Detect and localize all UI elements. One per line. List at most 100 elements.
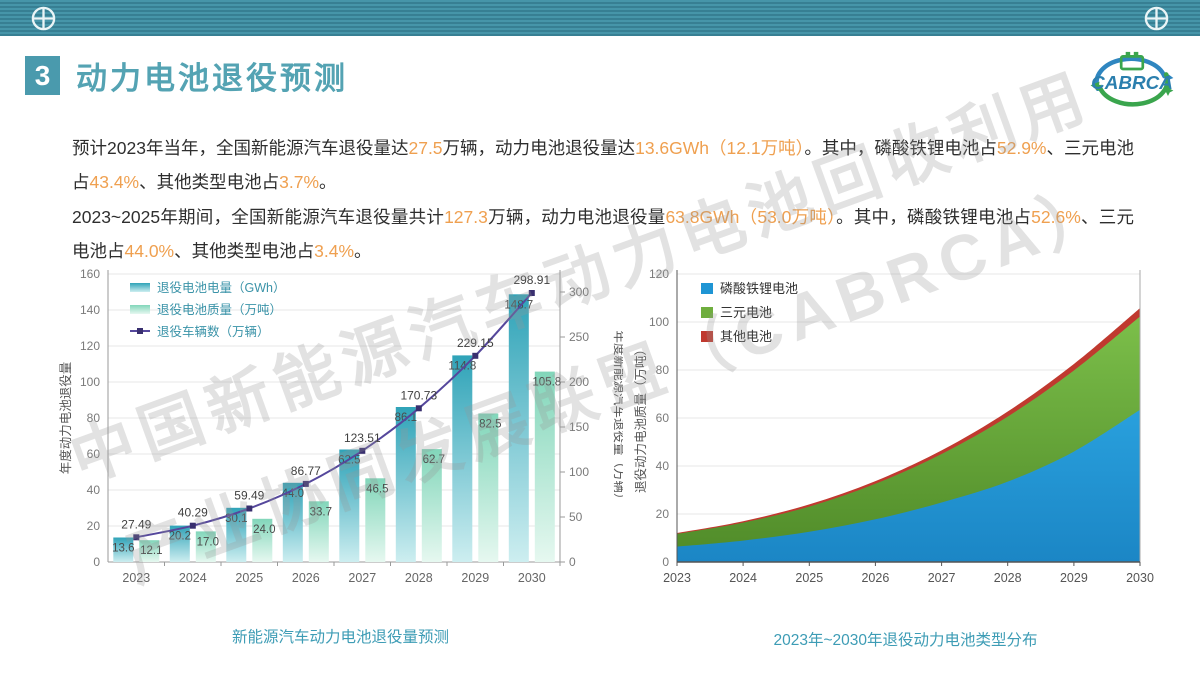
svg-text:82.5: 82.5 (479, 419, 501, 431)
highlighted-value: 63.8GWh（53.0万吨） (665, 207, 837, 227)
svg-text:0: 0 (93, 555, 100, 569)
svg-text:0: 0 (569, 555, 576, 569)
svg-text:2023: 2023 (122, 571, 150, 585)
svg-text:年度新能源汽车退役量（万辆）: 年度新能源汽车退役量（万辆） (612, 330, 623, 505)
svg-text:三元电池: 三元电池 (720, 305, 772, 320)
svg-text:60: 60 (656, 411, 670, 425)
svg-text:200: 200 (569, 375, 589, 389)
svg-text:86.77: 86.77 (291, 464, 321, 478)
summary-text: 预计2023年当年，全国新能源汽车退役量达27.5万辆，动力电池退役量达13.6… (72, 131, 1134, 269)
svg-text:2024: 2024 (729, 571, 757, 585)
svg-text:退役车辆数（万辆）: 退役车辆数（万辆） (157, 324, 270, 339)
svg-text:2029: 2029 (461, 571, 489, 585)
svg-text:13.6: 13.6 (112, 543, 134, 555)
svg-text:59.49: 59.49 (234, 489, 264, 503)
svg-text:磷酸铁锂电池: 磷酸铁锂电池 (720, 281, 798, 296)
stacked-areas (677, 308, 1140, 562)
svg-text:年度动力电池退役量: 年度动力电池退役量 (58, 362, 73, 475)
svg-text:33.7: 33.7 (310, 506, 332, 518)
svg-text:2026: 2026 (292, 571, 320, 585)
svg-text:24.0: 24.0 (253, 524, 275, 536)
svg-text:100: 100 (80, 375, 100, 389)
svg-text:114.8: 114.8 (448, 360, 476, 372)
paragraph-1: 预计2023年当年，全国新能源汽车退役量达27.5万辆，动力电池退役量达13.6… (72, 131, 1134, 199)
svg-text:300: 300 (569, 285, 589, 299)
svg-text:105.8: 105.8 (532, 377, 561, 389)
line-series: 27.49 40.29 59.49 86.77 123.51 170.73 229.15 29… (121, 273, 550, 541)
svg-text:120: 120 (649, 267, 669, 281)
svg-text:123.51: 123.51 (344, 431, 381, 445)
cabrca-logo: CABRCA (1078, 42, 1186, 118)
svg-text:298.91: 298.91 (513, 273, 550, 287)
svg-text:44.0: 44.0 (282, 488, 304, 500)
text-segment: 、三元电池占 (72, 207, 1134, 261)
svg-text:148.7: 148.7 (504, 299, 533, 311)
highlighted-value: 44.0% (124, 241, 175, 261)
text-segment: 。其中，磷酸铁锂电池占 (804, 138, 997, 158)
text-segment: 万辆，动力电池退役量达 (442, 138, 636, 158)
svg-text:20: 20 (87, 519, 101, 533)
slide-number-badge: 3 (25, 56, 60, 95)
svg-text:2025: 2025 (235, 571, 263, 585)
svg-text:2025: 2025 (795, 571, 823, 585)
text-segment: 、其他类型电池占 (139, 172, 280, 192)
svg-text:60: 60 (87, 447, 101, 461)
svg-text:2027: 2027 (928, 571, 956, 585)
text-segment: 、其他类型电池占 (174, 241, 315, 261)
bars-group (113, 294, 555, 562)
paragraph-2: 2023~2025年期间，全国新能源汽车退役量共计127.3万辆，动力电池退役量… (72, 200, 1134, 268)
left-chart-svg: 0 20 40 60 80 100 120 140 160 0 50 100 150 200 250 300 1… (58, 267, 627, 585)
crosshair-globe-icon (1143, 5, 1170, 32)
text-segment: 。 (354, 241, 372, 261)
svg-text:2028: 2028 (405, 571, 433, 585)
left-chart-caption: 新能源汽车动力电池退役量预测 (231, 629, 449, 646)
svg-text:50: 50 (569, 510, 583, 524)
battery-icon (1119, 51, 1145, 71)
svg-text:17.0: 17.0 (197, 536, 219, 548)
svg-text:2024: 2024 (179, 571, 207, 585)
svg-text:2030: 2030 (518, 571, 546, 585)
page-title: 动力电池退役预测 (76, 61, 348, 96)
right-chart-svg: 0 20 40 60 80 100 120 2023 2024 2025 2026 2027 2028 2… (633, 267, 1154, 585)
svg-text:退役电池质量（万吨）: 退役电池质量（万吨） (157, 302, 282, 317)
crosshair-globe-icon (30, 5, 57, 32)
battery-type-distribution-chart: 0 20 40 60 80 100 120 2023 2024 2025 2026 2027 2028 2… (633, 262, 1178, 602)
svg-text:0: 0 (662, 555, 669, 569)
svg-text:12.1: 12.1 (140, 545, 162, 557)
bar-labels: 13.620.230.144.062.586.1114.8148.712.117… (112, 299, 561, 557)
svg-text:2030: 2030 (1126, 571, 1154, 585)
svg-text:2026: 2026 (861, 571, 889, 585)
svg-text:120: 120 (80, 339, 100, 353)
text-segment: 预计2023年当年，全国新能源汽车退役量达 (72, 138, 409, 158)
svg-text:其他电池: 其他电池 (720, 329, 772, 344)
highlighted-value: 27.5 (408, 138, 443, 158)
svg-text:40.29: 40.29 (178, 506, 208, 520)
svg-text:2028: 2028 (994, 571, 1022, 585)
svg-text:退役动力电池质量（万吨）: 退役动力电池质量（万吨） (633, 343, 648, 493)
svg-text:20.2: 20.2 (169, 531, 191, 543)
highlighted-value: 43.4% (89, 172, 140, 192)
highlighted-value: 52.6% (1031, 207, 1081, 227)
header-bar (0, 0, 1200, 36)
retirement-forecast-chart: 0 20 40 60 80 100 120 140 160 0 50 100 150 200 250 300 1… (58, 262, 627, 602)
text-segment: 。其中，磷酸铁锂电池占 (836, 207, 1032, 227)
svg-text:150: 150 (569, 420, 589, 434)
right-chart-caption: 2023年~2030年退役动力电池类型分布 (773, 632, 1038, 649)
highlighted-value: 3.4% (314, 241, 355, 261)
svg-text:40: 40 (87, 483, 101, 497)
highlighted-value: 3.7% (279, 172, 320, 192)
text-segment: 。 (319, 172, 337, 192)
svg-text:160: 160 (80, 267, 100, 281)
svg-text:2023: 2023 (663, 571, 691, 585)
left-chart-legend: 退役电池电量（GWh） 退役电池质量（万吨） 退役车辆数（万辆） (130, 280, 285, 339)
svg-text:100: 100 (649, 315, 669, 329)
svg-text:80: 80 (87, 411, 101, 425)
svg-text:27.49: 27.49 (121, 517, 151, 531)
svg-text:2027: 2027 (348, 571, 376, 585)
svg-text:2029: 2029 (1060, 571, 1088, 585)
slide-title-row: 3 动力电池退役预测 (25, 53, 348, 98)
highlighted-value: 13.6GWh（12.1万吨） (635, 138, 805, 158)
svg-text:62.7: 62.7 (423, 454, 445, 466)
svg-text:229.15: 229.15 (457, 336, 494, 350)
